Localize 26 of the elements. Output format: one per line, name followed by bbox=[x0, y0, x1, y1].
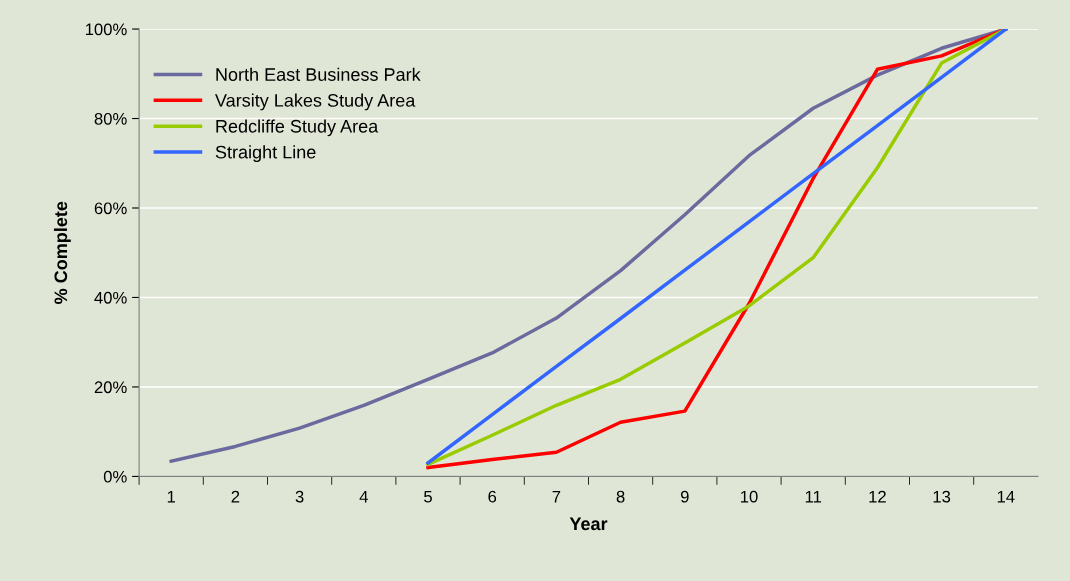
x-tick-label: 1 bbox=[167, 490, 176, 503]
x-tick-label: 9 bbox=[680, 490, 689, 503]
y-tick-label: 40% bbox=[94, 291, 127, 304]
y-tick-label: 80% bbox=[94, 112, 127, 125]
x-tick-label: 4 bbox=[359, 490, 368, 503]
x-tick-label: 10 bbox=[741, 490, 758, 503]
x-tick-label: 5 bbox=[424, 490, 432, 503]
y-axis-title: % Complete bbox=[53, 201, 71, 304]
legend-label: North East Business Park bbox=[216, 67, 421, 81]
x-tick-label: 11 bbox=[805, 490, 822, 503]
x-tick-label: 3 bbox=[295, 490, 304, 503]
y-tick-label: 100% bbox=[85, 23, 127, 36]
y-tick-label: 20% bbox=[94, 381, 127, 394]
x-tick-label: 12 bbox=[869, 490, 886, 503]
x-axis-title: Year bbox=[569, 517, 608, 531]
x-tick-label: 13 bbox=[933, 490, 951, 503]
x-tick-label: 2 bbox=[231, 490, 240, 503]
legend-label: Redcliffe Study Area bbox=[216, 119, 379, 137]
x-tick-label: 6 bbox=[488, 490, 497, 503]
legend-label: Straight Line bbox=[215, 145, 316, 163]
legend-label: Varsity Lakes Study Area bbox=[215, 93, 416, 111]
y-tick-label: 0% bbox=[103, 470, 127, 483]
x-tick-label: 14 bbox=[997, 490, 1015, 503]
y-tick-label: 60% bbox=[94, 202, 127, 215]
x-tick-label: 7 bbox=[552, 490, 561, 503]
x-tick-label: 8 bbox=[616, 490, 625, 503]
